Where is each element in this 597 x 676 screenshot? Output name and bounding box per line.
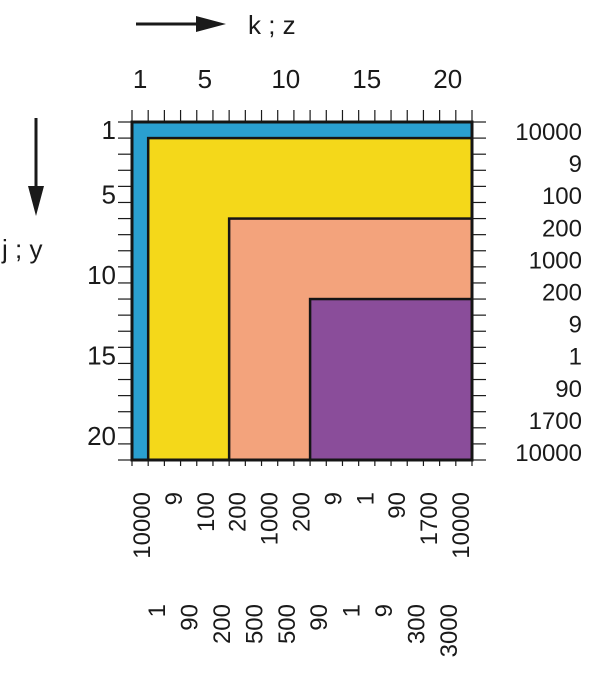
bottom-value-label: 200 xyxy=(225,492,252,532)
right-value-label: 1000 xyxy=(529,247,582,274)
horizontal-axis-label: k ; z xyxy=(248,10,296,40)
bottom-value-label: 100 xyxy=(193,492,220,532)
bottom-value-label: 9 xyxy=(320,492,347,505)
horizontal-arrow-icon xyxy=(136,16,226,32)
right-value-label: 200 xyxy=(542,280,582,307)
bottom-value-label-secondary: 300 xyxy=(404,604,431,644)
bottom-value-label-secondary: 3000 xyxy=(436,604,463,657)
bottom-value-label-secondary: 90 xyxy=(306,604,333,631)
bottom-value-label: 90 xyxy=(384,492,411,519)
bottom-value-labels-row1: 10000 9 100 200 1000 200 9 1 90 1700 10000 xyxy=(129,492,475,559)
bottom-value-label-secondary: 500 xyxy=(241,604,268,644)
region-purple xyxy=(308,297,474,462)
top-tick-label: 5 xyxy=(198,64,212,94)
top-tick-label: 1 xyxy=(133,64,147,94)
bottom-value-label: 200 xyxy=(289,492,316,532)
right-value-label: 1 xyxy=(569,344,582,371)
right-value-label: 200 xyxy=(542,215,582,242)
left-tick-label: 5 xyxy=(102,179,116,209)
bottom-value-label: 1000 xyxy=(257,492,284,545)
bottom-value-labels-row2: 1 90 200 500 500 90 1 9 300 3000 xyxy=(144,604,463,657)
bottom-value-label-secondary: 500 xyxy=(274,604,301,644)
right-value-label: 9 xyxy=(569,312,582,339)
bottom-value-label-secondary: 9 xyxy=(371,604,398,617)
bottom-value-label: 1700 xyxy=(416,492,443,545)
bottom-value-label-secondary: 200 xyxy=(209,604,236,644)
right-value-label: 1700 xyxy=(529,408,582,435)
right-value-label: 9 xyxy=(569,151,582,178)
top-tick-labels: 1 5 10 15 20 xyxy=(133,64,462,94)
left-tick-label: 1 xyxy=(102,115,116,145)
top-tick-label: 15 xyxy=(352,64,381,94)
bottom-value-label-secondary: 1 xyxy=(144,604,171,617)
top-tick-label: 20 xyxy=(433,64,462,94)
vertical-axis-label: j ; y xyxy=(1,234,42,264)
right-value-label: 10000 xyxy=(515,119,582,146)
bottom-value-label: 10000 xyxy=(129,492,156,559)
left-tick-label: 10 xyxy=(87,260,116,290)
left-tick-label: 15 xyxy=(87,340,116,370)
right-value-label: 10000 xyxy=(515,440,582,467)
bottom-value-label: 10000 xyxy=(448,492,475,559)
bottom-value-label-secondary: 1 xyxy=(339,604,366,617)
bottom-value-label: 1 xyxy=(352,492,379,505)
nested-regions xyxy=(132,122,474,462)
top-tick-label: 10 xyxy=(271,64,300,94)
right-value-label: 100 xyxy=(542,183,582,210)
bottom-value-label: 9 xyxy=(161,492,188,505)
left-tick-label: 20 xyxy=(87,421,116,451)
bottom-value-label-secondary: 90 xyxy=(176,604,203,631)
right-value-labels: 10000 9 100 200 1000 200 9 1 90 1700 10000 xyxy=(515,119,582,467)
grid-frame xyxy=(130,120,474,462)
vertical-arrow-icon xyxy=(28,118,44,216)
right-value-label: 90 xyxy=(555,376,582,403)
